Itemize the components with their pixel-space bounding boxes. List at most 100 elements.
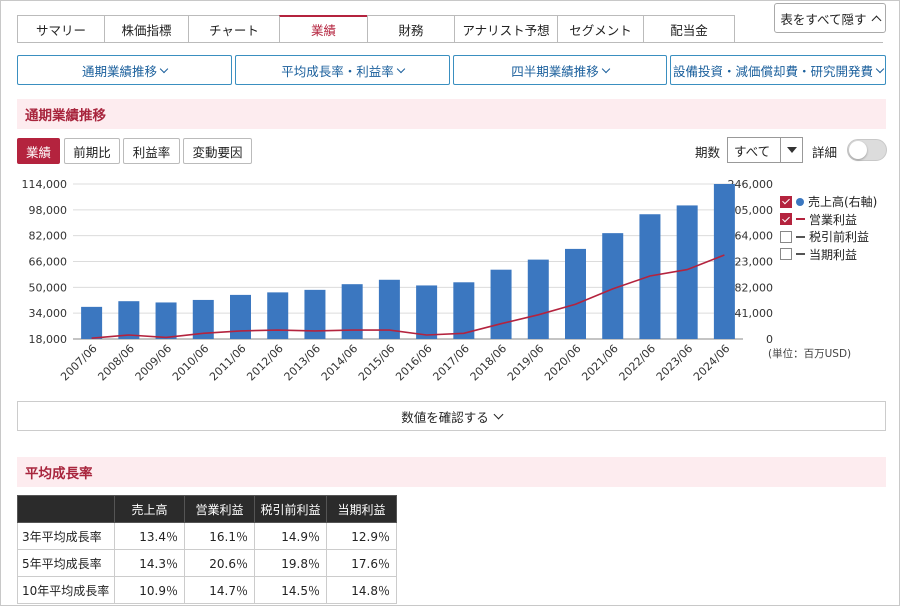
legend-line-icon (796, 253, 805, 256)
tab-1[interactable]: サマリー (17, 15, 104, 43)
x-axis-tick: 2016/06 (393, 342, 435, 384)
left-axis-tick: 50,000 (29, 281, 68, 294)
table-row: 3年平均成長率 13.4％ 16.1％ 14.9％ 12.9％ (17, 522, 397, 550)
table-header-cell: 営業利益 (184, 495, 255, 523)
x-axis-tick: 2022/06 (617, 342, 659, 384)
line-series-operating-income (91, 254, 725, 339)
row-label: 10年平均成長率 (17, 576, 115, 604)
tab-6[interactable]: アナリスト予想 (454, 15, 557, 43)
period-value: すべて (734, 143, 771, 159)
period-select[interactable]: すべて (727, 137, 803, 163)
x-axis-tick: 2021/06 (579, 342, 621, 384)
section-title-growth: 平均成長率 (17, 457, 886, 487)
legend-label: 税引前利益 (809, 230, 870, 245)
legend-item[interactable]: 営業利益 (780, 211, 877, 229)
section-link-annual[interactable]: 通期業績推移 (17, 55, 232, 85)
legend-line-icon (796, 235, 805, 238)
bar (713, 184, 735, 339)
section-link-label: 四半期業績推移 (511, 63, 599, 79)
view-button-label: 変動要因 (192, 144, 243, 160)
table-cell: 16.1％ (184, 522, 255, 550)
tab-3[interactable]: チャート (188, 15, 279, 43)
view-button-yoy[interactable]: 前期比 (64, 138, 120, 164)
row-label: 5年平均成長率 (17, 549, 115, 577)
left-axis-tick: 98,000 (29, 204, 68, 217)
view-button-label: 前期比 (73, 144, 111, 160)
x-axis-tick: 2018/06 (468, 342, 510, 384)
period-label: 期数 (695, 145, 721, 160)
table-header-cell (17, 495, 115, 523)
x-axis-tick: 2007/06 (58, 342, 100, 384)
right-axis-tick: 41,000 (735, 307, 774, 320)
legend-checkbox[interactable] (780, 248, 792, 261)
toggle-knob (849, 141, 867, 159)
tab-4[interactable]: 業績 (279, 15, 367, 43)
legend-item[interactable]: 売上高(右軸) (780, 193, 877, 211)
chevron-up-icon (871, 15, 882, 25)
bar (602, 233, 624, 339)
tab-8[interactable]: 配当金 (643, 15, 735, 43)
legend-label: 売上高(右軸) (808, 195, 878, 210)
bar (378, 279, 400, 339)
view-button-factors[interactable]: 変動要因 (183, 138, 252, 164)
tab-7[interactable]: セグメント (557, 15, 643, 43)
view-button-results[interactable]: 業績 (17, 138, 60, 164)
unit-label: (単位：百万USD) (768, 348, 852, 360)
bar (155, 302, 177, 339)
chevron-down-icon (875, 64, 885, 73)
table-cell: 19.8％ (254, 549, 327, 577)
bar (527, 259, 549, 339)
tab-5[interactable]: 財務 (367, 15, 454, 43)
section-link-quarterly[interactable]: 四半期業績推移 (453, 55, 667, 85)
left-axis-tick: 18,000 (29, 333, 68, 346)
table-cell: 14.8％ (326, 576, 397, 604)
right-axis-tick: 123,000 (728, 256, 774, 269)
bar (453, 282, 475, 339)
legend-checkbox[interactable] (780, 195, 792, 208)
section-title-annual: 通期業績推移 (17, 99, 886, 129)
legend-item[interactable]: 税引前利益 (780, 228, 877, 246)
table-cell: 14.7％ (184, 576, 255, 604)
legend-label: 当期利益 (809, 247, 858, 262)
x-axis-tick: 2011/06 (207, 342, 249, 384)
chevron-down-icon (159, 64, 169, 73)
x-axis-tick: 2010/06 (170, 342, 212, 384)
dropdown-arrow-icon (780, 138, 802, 162)
show-values-button[interactable]: 数値を確認する (17, 401, 886, 431)
right-axis-tick: 82,000 (735, 281, 774, 294)
x-axis-tick: 2014/06 (319, 342, 361, 384)
right-axis-tick: 164,000 (728, 230, 774, 243)
table-header-row: 売上高 営業利益 税引前利益 当期利益 (17, 495, 397, 523)
bar (490, 269, 512, 339)
detail-label: 詳細 (812, 145, 838, 160)
section-link-label: 平均成長率・利益率 (281, 63, 394, 79)
left-axis-tick: 66,000 (29, 256, 68, 269)
table-cell: 17.6％ (326, 549, 397, 577)
hide-all-tables-button[interactable]: 表をすべて隠す (774, 3, 886, 33)
tab-bar: サマリー 株価指標 チャート 業績 財務 アナリスト予想 セグメント 配当金 (17, 15, 735, 43)
legend-item[interactable]: 当期利益 (780, 246, 877, 264)
tab-2[interactable]: 株価指標 (104, 15, 188, 43)
table-cell: 14.9％ (254, 522, 327, 550)
section-link-capex[interactable]: 設備投資・減価償却費・研究開発費 (670, 55, 886, 85)
hide-all-label: 表をすべて隠す (780, 11, 867, 27)
view-button-margin[interactable]: 利益率 (123, 138, 180, 164)
detail-toggle[interactable] (847, 139, 887, 161)
bar (81, 306, 103, 339)
bar (118, 301, 140, 339)
chevron-down-icon (601, 64, 610, 73)
section-link-growth[interactable]: 平均成長率・利益率 (235, 55, 450, 85)
bar (304, 289, 326, 339)
bar (192, 299, 214, 339)
x-axis-tick: 2012/06 (244, 342, 286, 384)
x-axis-tick: 2008/06 (95, 342, 137, 384)
right-axis-tick: 0 (766, 333, 773, 346)
right-axis-tick: 246,000 (728, 178, 774, 191)
section-title-text: 平均成長率 (25, 466, 93, 482)
x-axis-tick: 2024/06 (691, 342, 733, 384)
bar (267, 292, 289, 339)
legend-checkbox[interactable] (780, 213, 792, 226)
legend-checkbox[interactable] (780, 230, 792, 243)
left-axis-tick: 34,000 (29, 307, 68, 320)
